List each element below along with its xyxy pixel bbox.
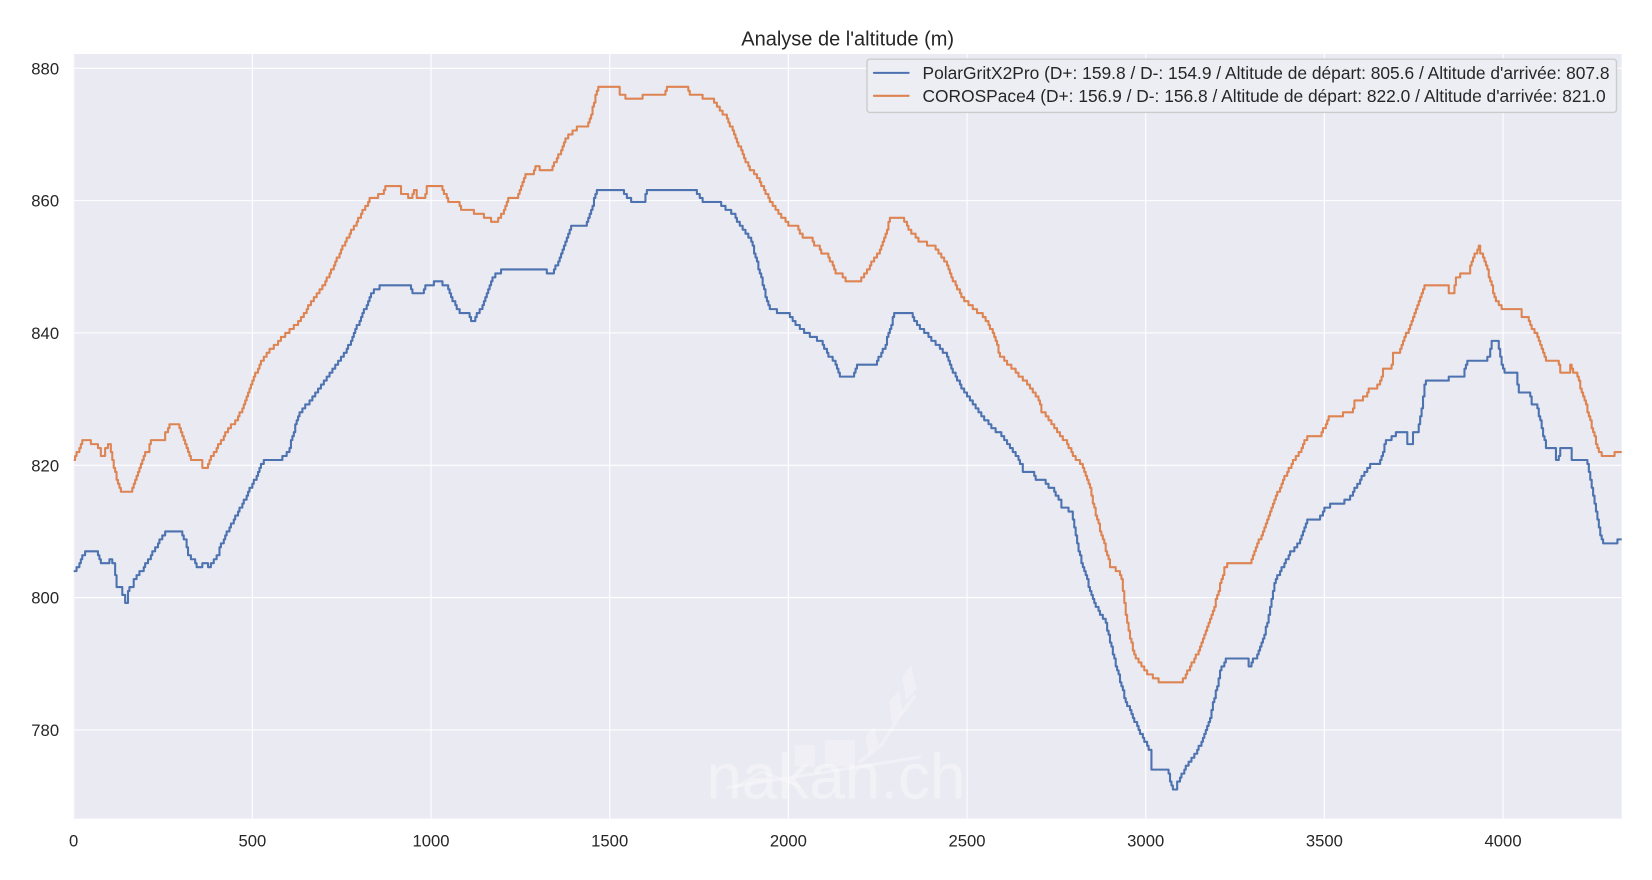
svg-text:0: 0 — [69, 832, 78, 851]
svg-text:820: 820 — [31, 456, 59, 475]
svg-text:2000: 2000 — [770, 832, 807, 851]
svg-text:860: 860 — [31, 192, 59, 211]
svg-text:1500: 1500 — [591, 832, 628, 851]
svg-text:840: 840 — [31, 324, 59, 343]
svg-text:2500: 2500 — [949, 832, 986, 851]
svg-text:800: 800 — [31, 589, 59, 608]
svg-text:Analyse de l'altitude (m): Analyse de l'altitude (m) — [741, 29, 954, 51]
svg-text:1000: 1000 — [412, 832, 449, 851]
svg-text:3000: 3000 — [1127, 832, 1164, 851]
svg-text:880: 880 — [31, 59, 59, 78]
svg-text:780: 780 — [31, 721, 59, 740]
svg-text:3500: 3500 — [1306, 832, 1343, 851]
svg-text:4000: 4000 — [1485, 832, 1522, 851]
svg-text:nakan.ch: nakan.ch — [706, 741, 965, 813]
svg-text:500: 500 — [238, 832, 266, 851]
svg-text:COROSPace4 (D+: 156.9 / D-: 15: COROSPace4 (D+: 156.9 / D-: 156.8 / Alti… — [923, 86, 1606, 106]
svg-text:PolarGritX2Pro (D+: 159.8 / D-: PolarGritX2Pro (D+: 159.8 / D-: 154.9 / … — [923, 63, 1610, 83]
